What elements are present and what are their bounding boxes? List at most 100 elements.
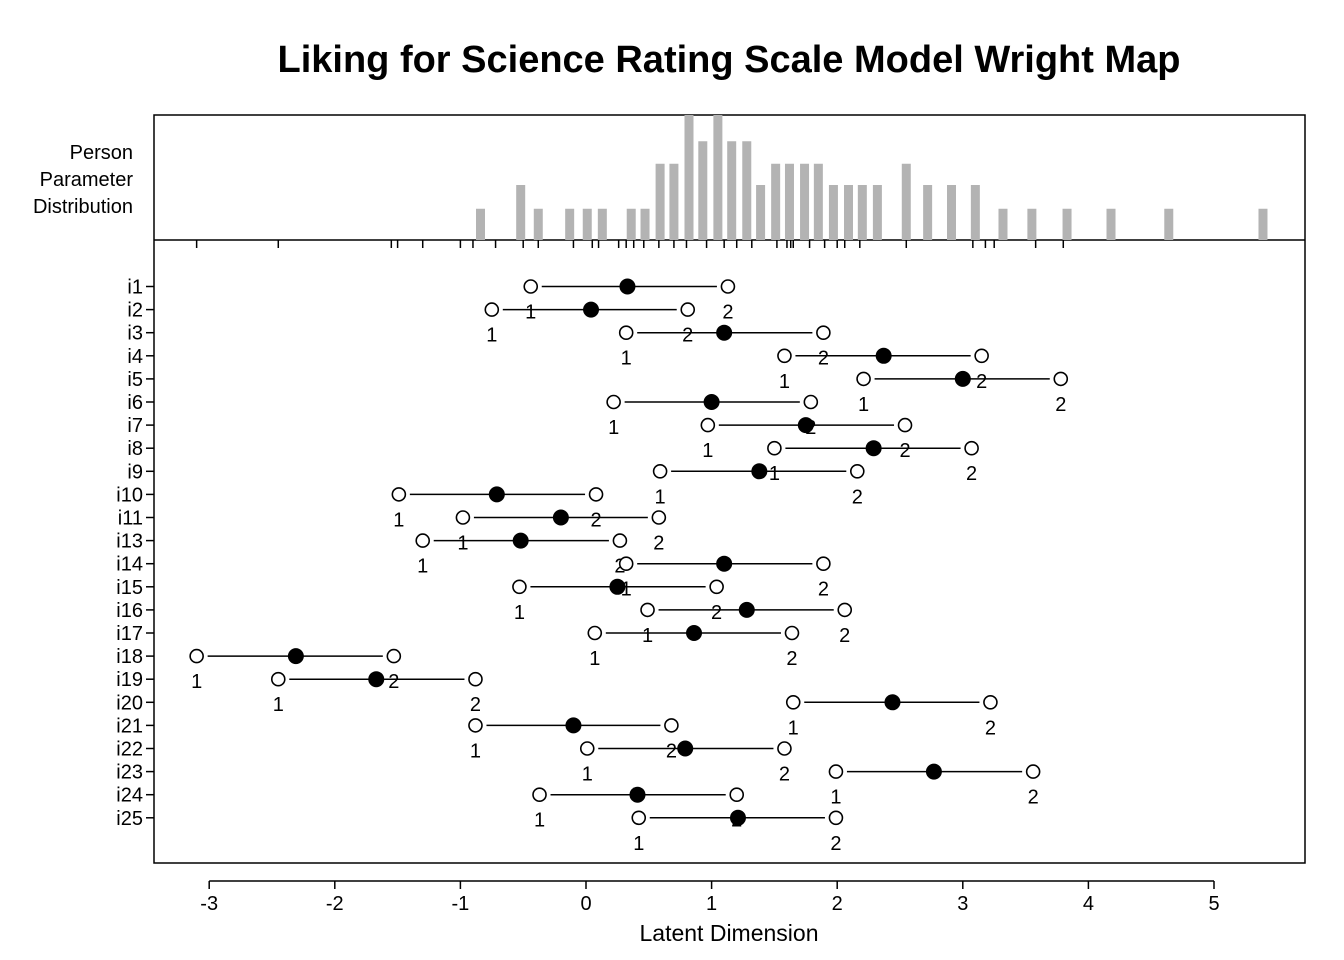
item-label-i24: i24 bbox=[116, 785, 143, 807]
threshold-2-point-i20 bbox=[983, 694, 998, 710]
threshold-2-label-i19: 2 bbox=[470, 694, 481, 716]
item-location-point-i13 bbox=[512, 532, 529, 549]
histogram-bar-25 bbox=[923, 185, 933, 240]
item-label-i6: i6 bbox=[127, 392, 143, 414]
histogram-bar-12 bbox=[713, 115, 723, 240]
item-label-i21: i21 bbox=[116, 715, 143, 737]
threshold-1-point-i4 bbox=[777, 348, 792, 364]
threshold-2-label-i22: 2 bbox=[779, 764, 790, 786]
item-location-point-i15 bbox=[609, 578, 626, 595]
threshold-1-label-i22: 1 bbox=[582, 764, 593, 786]
threshold-2-point-i18 bbox=[386, 648, 402, 664]
threshold-2-point-i5 bbox=[1053, 371, 1069, 387]
item-label-i18: i18 bbox=[116, 646, 143, 668]
item-location-point-i4 bbox=[875, 347, 892, 364]
threshold-2-point-i8 bbox=[964, 440, 979, 456]
threshold-1-label-i14: 1 bbox=[621, 579, 632, 601]
threshold-2-label-i8: 2 bbox=[966, 463, 977, 485]
histogram-bar-19 bbox=[813, 163, 823, 240]
threshold-1-point-i19 bbox=[270, 671, 286, 687]
person-label-line-1: Person bbox=[70, 142, 133, 164]
threshold-2-point-i3 bbox=[816, 325, 831, 341]
threshold-2-point-i1 bbox=[720, 279, 736, 294]
histogram-bar-9 bbox=[669, 163, 679, 240]
item-location-point-i1 bbox=[619, 278, 636, 295]
item-location-point-i17 bbox=[686, 625, 703, 641]
threshold-1-label-i15: 1 bbox=[514, 602, 525, 624]
threshold-2-point-i14 bbox=[816, 556, 831, 572]
histogram-bar-20 bbox=[828, 185, 838, 240]
x-tick-label-7: 4 bbox=[1083, 893, 1094, 915]
threshold-2-point-i17 bbox=[784, 625, 800, 641]
histogram-bar-0 bbox=[475, 208, 485, 240]
threshold-1-point-i13 bbox=[415, 533, 431, 548]
histogram-bar-28 bbox=[998, 208, 1008, 240]
histogram-bar-31 bbox=[1106, 208, 1116, 240]
threshold-1-point-i9 bbox=[652, 463, 668, 479]
threshold-2-label-i5: 2 bbox=[1055, 394, 1066, 416]
threshold-1-label-i21: 1 bbox=[470, 740, 481, 762]
threshold-1-label-i17: 1 bbox=[589, 648, 600, 670]
x-tick-label-6: 3 bbox=[957, 893, 968, 915]
threshold-1-point-i10 bbox=[391, 487, 407, 502]
histogram-bar-15 bbox=[756, 185, 766, 240]
histogram-bar-10 bbox=[684, 115, 694, 240]
x-axis-label: Latent Dimension bbox=[640, 920, 819, 946]
item-label-i22: i22 bbox=[116, 739, 143, 761]
threshold-1-label-i11: 1 bbox=[457, 533, 468, 555]
threshold-2-label-i21: 2 bbox=[666, 740, 677, 762]
threshold-2-point-i13 bbox=[612, 533, 628, 548]
item-label-i4: i4 bbox=[127, 346, 143, 368]
threshold-2-label-i20: 2 bbox=[985, 717, 996, 739]
item-label-i16: i16 bbox=[116, 600, 143, 622]
threshold-2-label-i11: 2 bbox=[653, 533, 664, 555]
threshold-1-point-i16 bbox=[640, 602, 655, 618]
person-label-line-3: Distribution bbox=[33, 196, 133, 218]
item-label-i14: i14 bbox=[116, 554, 143, 576]
threshold-1-label-i20: 1 bbox=[788, 717, 799, 739]
x-tick-label-8: 5 bbox=[1208, 893, 1219, 915]
histogram-bar-11 bbox=[698, 141, 708, 240]
threshold-2-label-i25: 2 bbox=[830, 833, 841, 855]
histogram-bar-24 bbox=[901, 163, 911, 240]
threshold-2-point-i16 bbox=[837, 602, 853, 618]
threshold-2-point-i9 bbox=[849, 463, 865, 479]
threshold-1-label-i13: 1 bbox=[417, 556, 428, 578]
item-label-i8: i8 bbox=[127, 438, 143, 460]
threshold-1-point-i24 bbox=[532, 787, 547, 803]
threshold-1-point-i14 bbox=[618, 556, 634, 572]
item-location-point-i8 bbox=[865, 440, 882, 457]
item-label-i23: i23 bbox=[116, 762, 143, 784]
item-location-point-i23 bbox=[925, 763, 942, 780]
histogram-bar-4 bbox=[582, 208, 592, 240]
item-location-point-i2 bbox=[583, 301, 600, 318]
histogram-bar-14 bbox=[742, 141, 752, 240]
threshold-2-label-i3: 2 bbox=[818, 348, 829, 370]
item-location-point-i14 bbox=[716, 555, 733, 572]
item-label-i1: i1 bbox=[127, 277, 143, 299]
x-tick-label-2: -1 bbox=[452, 893, 470, 915]
histogram-bar-2 bbox=[533, 208, 543, 240]
threshold-1-point-i17 bbox=[587, 625, 603, 641]
threshold-2-point-i25 bbox=[828, 810, 844, 826]
threshold-2-point-i7 bbox=[897, 417, 913, 433]
histogram-bar-17 bbox=[784, 163, 794, 240]
threshold-1-label-i25: 1 bbox=[633, 833, 644, 855]
histogram-bar-29 bbox=[1027, 208, 1037, 240]
threshold-1-point-i1 bbox=[523, 279, 539, 294]
histogram-bar-16 bbox=[771, 163, 781, 240]
item-location-point-i18 bbox=[287, 648, 304, 665]
person-histogram bbox=[475, 115, 1268, 240]
histogram-bar-8 bbox=[655, 163, 665, 240]
x-tick-label-4: 1 bbox=[706, 893, 717, 915]
threshold-1-point-i7 bbox=[700, 417, 716, 433]
item-label-i13: i13 bbox=[116, 531, 143, 553]
threshold-2-label-i1: 2 bbox=[722, 302, 733, 324]
threshold-1-point-i5 bbox=[856, 371, 871, 387]
threshold-2-label-i7: 2 bbox=[899, 440, 910, 462]
histogram-bar-32 bbox=[1164, 208, 1174, 240]
threshold-1-label-i2: 1 bbox=[486, 325, 497, 347]
item-location-point-i16 bbox=[738, 601, 755, 618]
person-rug bbox=[195, 240, 1065, 248]
item-location-point-i3 bbox=[716, 324, 733, 341]
